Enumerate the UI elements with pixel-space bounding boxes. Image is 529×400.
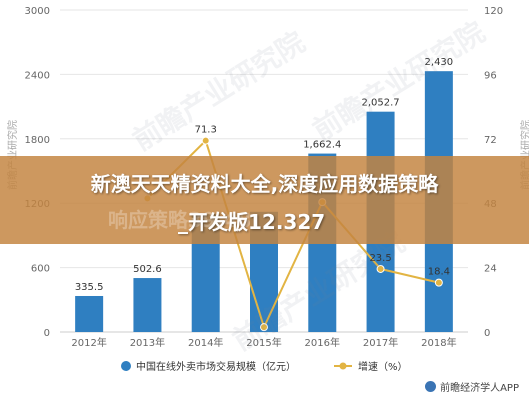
line-point [434,278,443,287]
y-left-tick-label: 600 [31,264,50,275]
y-right-tick-label: 24 [484,264,497,275]
bar [75,295,104,332]
y-left-tick-label: 0 [44,328,50,339]
legend-line-dot [339,362,347,370]
line-point [376,264,385,273]
data-labels: 335.5 502.6 1,662.4 2,052.7 2,430 71.3 23.5 18.… [75,57,453,293]
y-right-tick-label: 120 [484,6,503,17]
y-right-tick-label: 0 [484,328,490,339]
line-data-label: 18.4 [428,267,450,278]
logo-icon [425,381,437,392]
headline-line-2: _开发版12.327 [178,210,326,234]
y-left-tick-label: 2400 [25,70,50,81]
x-tick-label: 2012年 [71,336,106,349]
growth-line [146,138,440,330]
bar-data-label: 2,430 [425,57,454,68]
bar-data-label: 502.6 [133,264,162,275]
line-data-label: 71.3 [195,125,217,136]
banner-ghost-text: 响应策略39.48 [108,208,252,232]
x-tick-label: 2013年 [130,336,165,349]
x-tick-label: 2018年 [421,336,456,349]
source-text: 前瞻经济学人APP [440,383,519,394]
y-left-tick-label: 3000 [25,6,50,17]
headline-line-1: 新澳天天精资料大全,深度应用数据策略 [90,172,439,196]
x-tick-label: 2015年 [246,336,281,349]
legend-bar-marker [121,361,131,371]
bar-data-label: 2,052.7 [361,98,399,109]
bar [133,278,162,332]
line-point [201,136,210,145]
headline-banner [0,156,529,244]
x-tick-label: 2014年 [188,336,223,349]
y-right-tick-label: 72 [484,135,497,146]
legend-line-label: 增速（%） [358,360,408,373]
bar-data-label: 1,662.4 [303,140,341,151]
line-data-label: 23.5 [369,253,391,264]
legend: 中国在线外卖市场交易规模（亿元） 增速（%） [121,360,408,373]
y-right-tick-label: 96 [484,70,497,81]
axes: 006002412004818007224009630001202012年201… [25,6,504,349]
x-tick-label: 2017年 [363,336,398,349]
line-point [260,323,268,332]
bar-data-label: 335.5 [75,282,104,293]
source-credit: 前瞻经济学人APP [425,379,519,394]
x-tick-label: 2016年 [305,336,340,349]
legend-bar-label: 中国在线外卖市场交易规模（亿元） [136,360,296,373]
y-left-tick-label: 1800 [25,135,50,146]
